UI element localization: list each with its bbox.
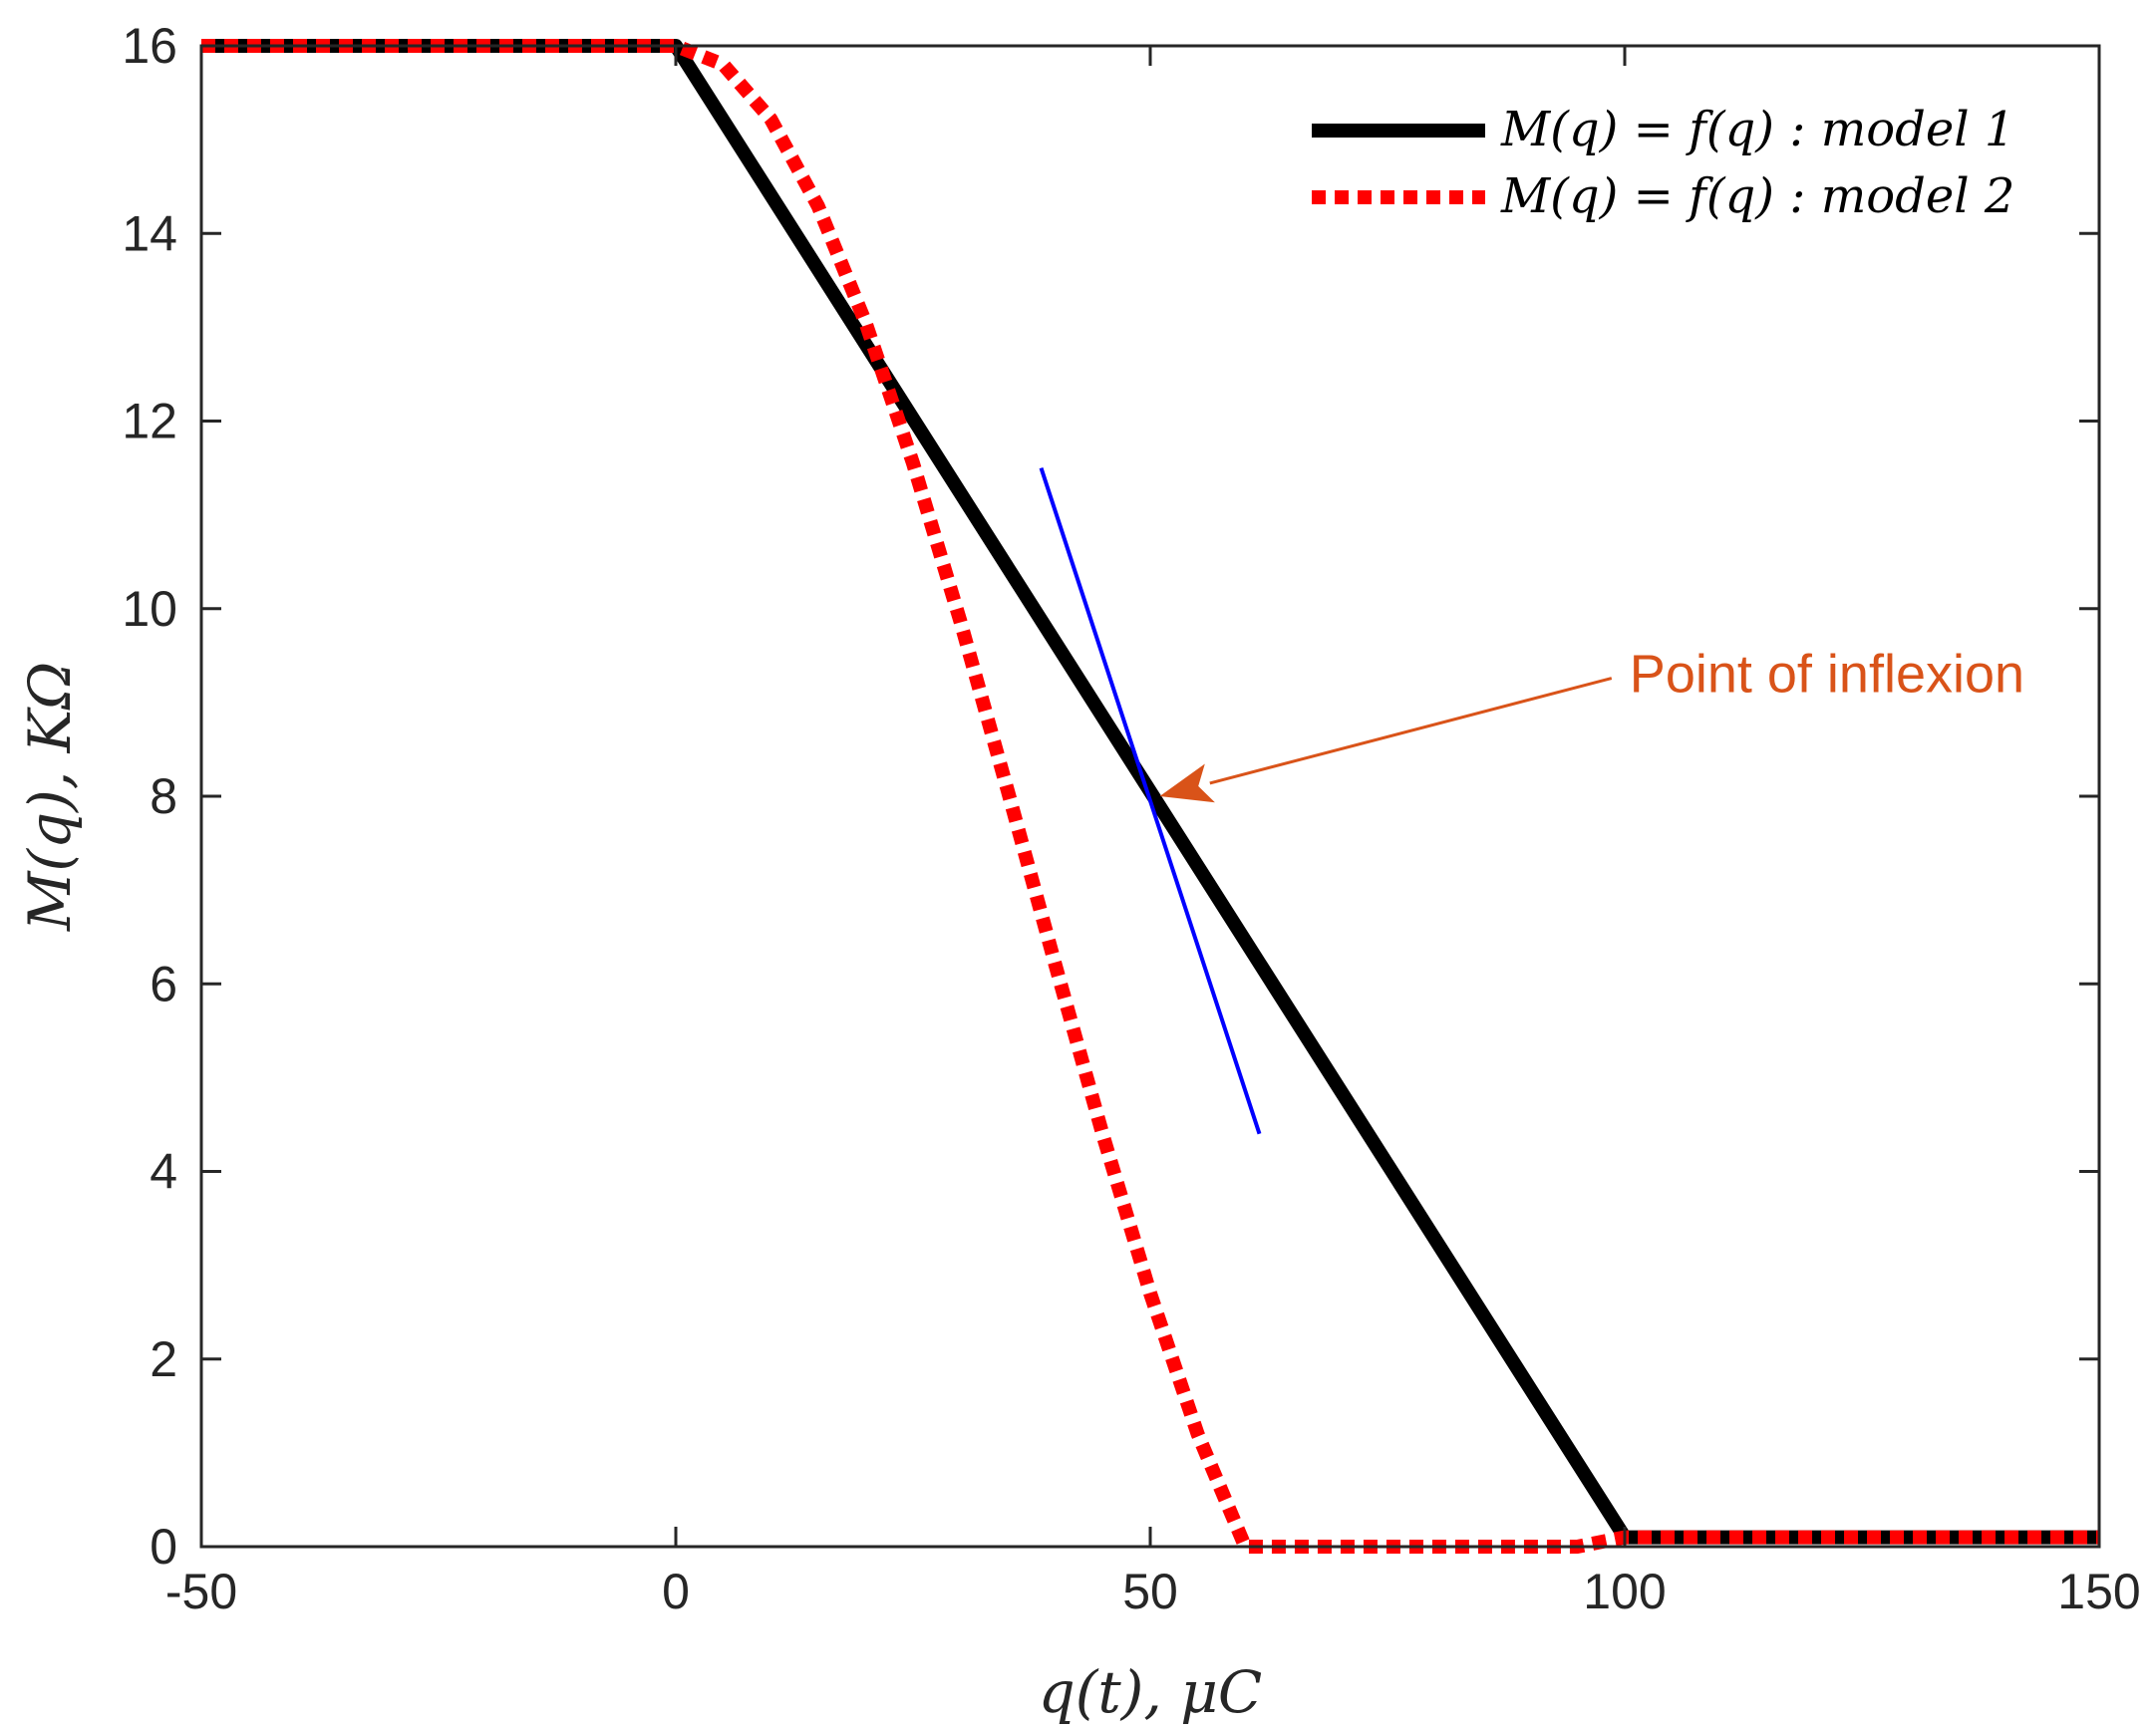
legend-label-model-2: M(q) = f(q) : model 2 [1500, 168, 2014, 224]
y-tick-label: 6 [150, 956, 177, 1011]
y-tick-label: 8 [150, 768, 177, 824]
x-axis-title: q(t), μC [1039, 1658, 1263, 1726]
legend: M(q) = f(q) : model 1 M(q) = f(q) : mode… [1312, 102, 2014, 224]
y-tick-label: 0 [150, 1519, 177, 1575]
y-tick-label: 16 [122, 18, 177, 74]
y-tick-label: 12 [122, 394, 177, 449]
annotation-arrow-head [1159, 763, 1215, 803]
series-line-model-2 [201, 39, 2099, 1554]
legend-label-model-1: M(q) = f(q) : model 1 [1500, 102, 2014, 157]
x-tick-label: 150 [2057, 1564, 2140, 1619]
x-tick-label: 100 [1583, 1564, 1666, 1619]
annotation-layer: Point of inflexion [1159, 645, 2024, 803]
annotation-label: Point of inflexion [1630, 645, 2024, 705]
y-tick-label: 4 [150, 1144, 177, 1200]
y-tick-label: 14 [122, 205, 177, 261]
y-tick-label: 2 [150, 1331, 177, 1387]
annotation-arrow-line [1209, 677, 1613, 785]
x-tick-label: 0 [662, 1564, 690, 1619]
series-line-tangent [1039, 466, 1262, 1135]
x-tick-label: -50 [165, 1564, 237, 1619]
y-axis-title: M(q), KΩ [16, 662, 84, 932]
y-tick-label: 10 [122, 581, 177, 637]
x-tick-label: 50 [1122, 1564, 1178, 1619]
